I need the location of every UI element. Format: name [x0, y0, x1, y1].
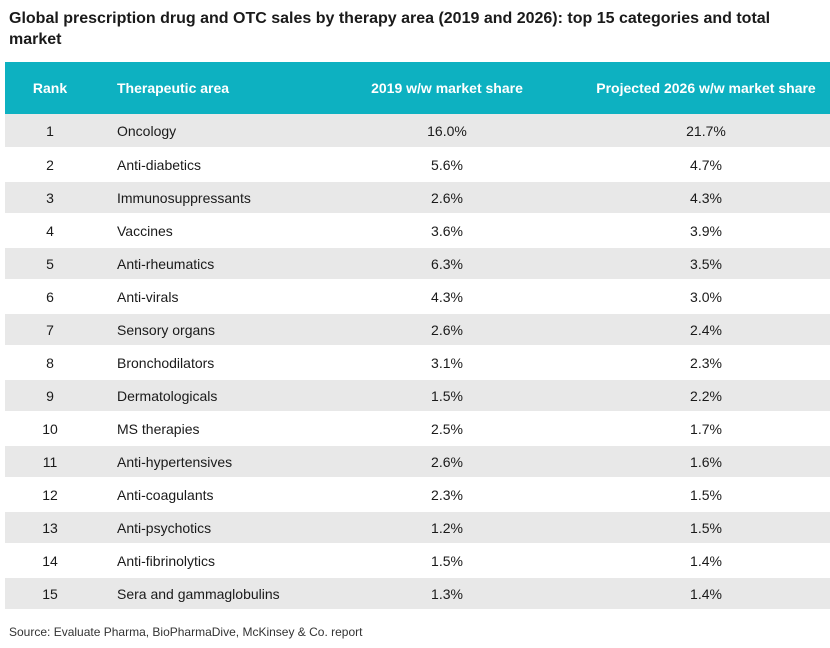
- table-row: 5 Anti-rheumatics 6.3% 3.5%: [5, 246, 830, 279]
- cell-2019-share: 2.6%: [332, 312, 562, 345]
- header-2026-share: Projected 2026 w/w market share: [562, 62, 830, 114]
- cell-rank: 15: [5, 576, 95, 609]
- cell-rank: 11: [5, 444, 95, 477]
- cell-rank: 5: [5, 246, 95, 279]
- cell-2026-share: 21.7%: [562, 114, 830, 147]
- cell-2026-share: 2.3%: [562, 345, 830, 378]
- cell-2026-share: 1.4%: [562, 543, 830, 576]
- cell-2019-share: 1.2%: [332, 510, 562, 543]
- cell-2026-share: 1.7%: [562, 411, 830, 444]
- cell-2026-share: 3.9%: [562, 213, 830, 246]
- cell-2026-share: 4.3%: [562, 180, 830, 213]
- table-row: 11 Anti-hypertensives 2.6% 1.6%: [5, 444, 830, 477]
- cell-therapeutic-area: Anti-virals: [95, 279, 332, 312]
- cell-2019-share: 4.3%: [332, 279, 562, 312]
- table-row: 13 Anti-psychotics 1.2% 1.5%: [5, 510, 830, 543]
- cell-rank: 10: [5, 411, 95, 444]
- cell-therapeutic-area: Immunosuppressants: [95, 180, 332, 213]
- cell-therapeutic-area: Anti-rheumatics: [95, 246, 332, 279]
- header-row: Rank Therapeutic area 2019 w/w market sh…: [5, 62, 830, 114]
- table-row: 4 Vaccines 3.6% 3.9%: [5, 213, 830, 246]
- cell-2026-share: 2.2%: [562, 378, 830, 411]
- cell-therapeutic-area: Anti-diabetics: [95, 147, 332, 180]
- header-2019-share: 2019 w/w market share: [332, 62, 562, 114]
- market-share-table-container: Rank Therapeutic area 2019 w/w market sh…: [5, 62, 830, 609]
- table-body: 1 Oncology 16.0% 21.7% 2 Anti-diabetics 5.6% 4.…: [5, 114, 830, 609]
- cell-therapeutic-area: MS therapies: [95, 411, 332, 444]
- cell-2026-share: 3.0%: [562, 279, 830, 312]
- cell-2026-share: 3.5%: [562, 246, 830, 279]
- cell-2019-share: 3.6%: [332, 213, 562, 246]
- cell-2019-share: 2.6%: [332, 444, 562, 477]
- cell-rank: 14: [5, 543, 95, 576]
- cell-rank: 12: [5, 477, 95, 510]
- cell-therapeutic-area: Anti-fibrinolytics: [95, 543, 332, 576]
- table-row: 7 Sensory organs 2.6% 2.4%: [5, 312, 830, 345]
- table-row: 8 Bronchodilators 3.1% 2.3%: [5, 345, 830, 378]
- cell-therapeutic-area: Dermatologicals: [95, 378, 332, 411]
- cell-rank: 2: [5, 147, 95, 180]
- cell-therapeutic-area: Anti-psychotics: [95, 510, 332, 543]
- table-row: 9 Dermatologicals 1.5% 2.2%: [5, 378, 830, 411]
- header-therapeutic-area: Therapeutic area: [95, 62, 332, 114]
- cell-2019-share: 1.5%: [332, 543, 562, 576]
- cell-therapeutic-area: Anti-coagulants: [95, 477, 332, 510]
- cell-therapeutic-area: Vaccines: [95, 213, 332, 246]
- cell-2019-share: 2.6%: [332, 180, 562, 213]
- cell-2019-share: 1.3%: [332, 576, 562, 609]
- cell-rank: 3: [5, 180, 95, 213]
- cell-therapeutic-area: Oncology: [95, 114, 332, 147]
- cell-rank: 6: [5, 279, 95, 312]
- cell-2026-share: 2.4%: [562, 312, 830, 345]
- cell-2019-share: 5.6%: [332, 147, 562, 180]
- table-row: 3 Immunosuppressants 2.6% 4.3%: [5, 180, 830, 213]
- cell-2019-share: 2.5%: [332, 411, 562, 444]
- cell-rank: 8: [5, 345, 95, 378]
- cell-2026-share: 1.6%: [562, 444, 830, 477]
- header-rank: Rank: [5, 62, 95, 114]
- cell-2026-share: 1.5%: [562, 510, 830, 543]
- cell-rank: 7: [5, 312, 95, 345]
- table-row: 1 Oncology 16.0% 21.7%: [5, 114, 830, 147]
- table-row: 6 Anti-virals 4.3% 3.0%: [5, 279, 830, 312]
- cell-2026-share: 4.7%: [562, 147, 830, 180]
- cell-2019-share: 6.3%: [332, 246, 562, 279]
- cell-rank: 13: [5, 510, 95, 543]
- cell-2019-share: 16.0%: [332, 114, 562, 147]
- chart-title: Global prescription drug and OTC sales b…: [9, 10, 771, 48]
- market-share-table: Rank Therapeutic area 2019 w/w market sh…: [5, 62, 830, 609]
- table-row: 12 Anti-coagulants 2.3% 1.5%: [5, 477, 830, 510]
- table-row: 2 Anti-diabetics 5.6% 4.7%: [5, 147, 830, 180]
- cell-rank: 4: [5, 213, 95, 246]
- cell-2019-share: 1.5%: [332, 378, 562, 411]
- cell-rank: 9: [5, 378, 95, 411]
- table-row: 15 Sera and gammaglobulins 1.3% 1.4%: [5, 576, 830, 609]
- table-header: Rank Therapeutic area 2019 w/w market sh…: [5, 62, 830, 114]
- table-row: 14 Anti-fibrinolytics 1.5% 1.4%: [5, 543, 830, 576]
- table-row: 10 MS therapies 2.5% 1.7%: [5, 411, 830, 444]
- cell-2026-share: 1.5%: [562, 477, 830, 510]
- cell-2026-share: 1.4%: [562, 576, 830, 609]
- cell-therapeutic-area: Sera and gammaglobulins: [95, 576, 332, 609]
- cell-therapeutic-area: Bronchodilators: [95, 345, 332, 378]
- cell-therapeutic-area: Anti-hypertensives: [95, 444, 332, 477]
- cell-2019-share: 2.3%: [332, 477, 562, 510]
- cell-2019-share: 3.1%: [332, 345, 562, 378]
- cell-rank: 1: [5, 114, 95, 147]
- cell-therapeutic-area: Sensory organs: [95, 312, 332, 345]
- source-note: Source: Evaluate Pharma, BioPharmaDive, …: [9, 625, 363, 639]
